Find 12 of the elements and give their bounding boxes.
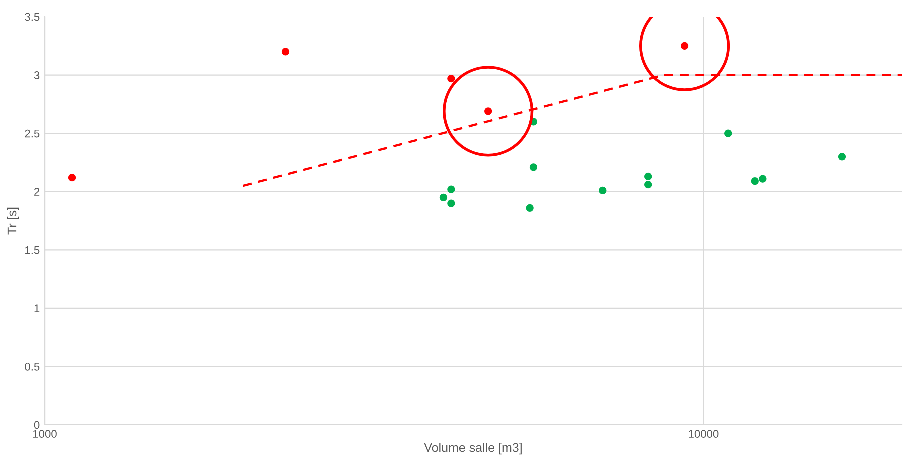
x-axis-title: Volume salle [m3] [424,442,522,455]
y-tick-label: 3.5 [25,13,40,22]
x-tick-label: 10000 [689,430,719,438]
y-tick-label: 2 [34,188,40,196]
y-tick-label: 3 [34,72,40,80]
y-axis-title: Tr [s] [7,208,20,235]
y-tick-label: 1.5 [26,246,40,254]
y-tick-label: 2.5 [25,130,40,138]
x-tick-label: 1000 [33,430,57,438]
y-tick-label: 1 [34,304,40,312]
y-tick-label: 0 [34,421,40,430]
y-tick-label: 0.5 [25,362,40,371]
